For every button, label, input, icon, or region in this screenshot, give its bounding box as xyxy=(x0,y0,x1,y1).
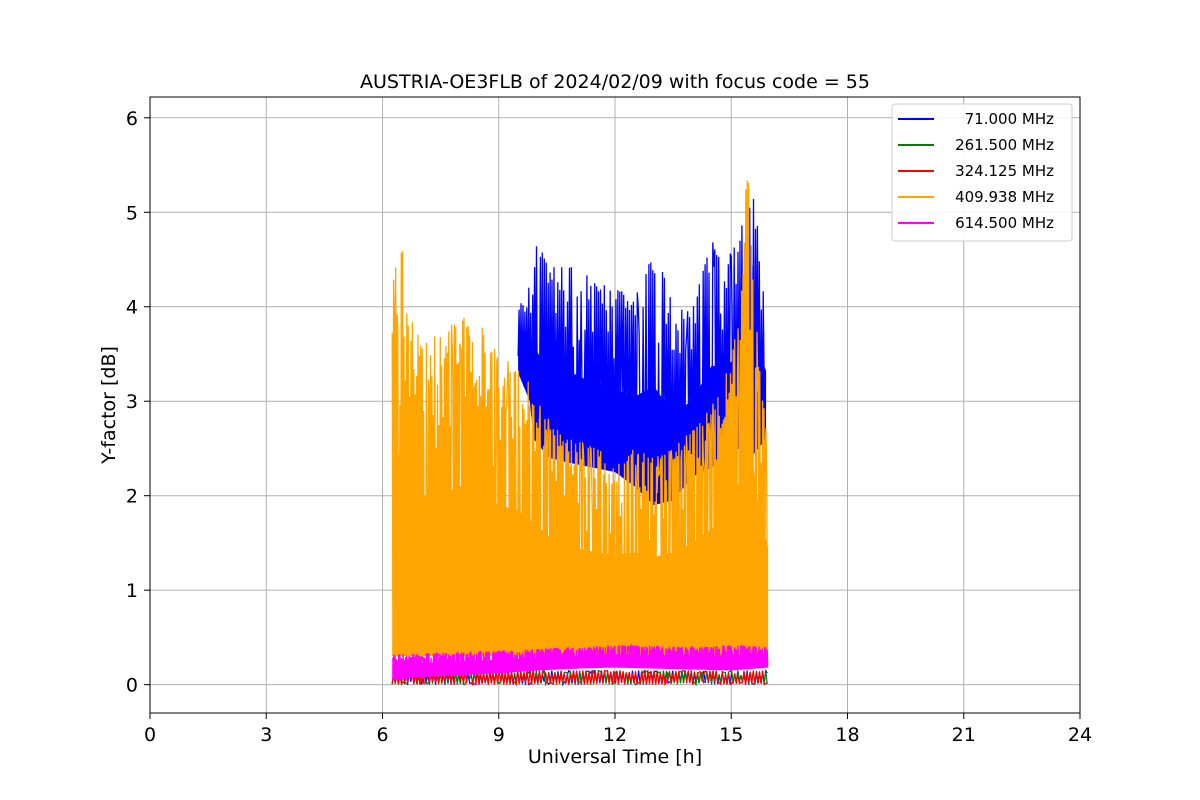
x-tick-label: 12 xyxy=(603,724,627,746)
x-tick-label: 15 xyxy=(719,724,743,746)
y-tick-label: 5 xyxy=(126,202,138,224)
y-tick-label: 4 xyxy=(126,297,138,319)
y-tick-label: 1 xyxy=(126,580,138,602)
y-tick-label: 3 xyxy=(126,391,138,413)
legend-entry: 614.500 MHz xyxy=(898,214,1054,232)
legend-entry: 409.938 MHz xyxy=(898,188,1054,206)
series-baseline-2 xyxy=(391,669,768,687)
series-line xyxy=(391,643,769,679)
y-tick-label: 6 xyxy=(126,108,138,130)
series-line xyxy=(391,180,769,657)
y-tick-layer: 0 1 2 3 4 5 6 xyxy=(126,108,150,697)
x-tick-label: 24 xyxy=(1068,724,1092,746)
y-tick-label: 0 xyxy=(126,675,138,697)
legend-label: 324.125 MHz xyxy=(955,162,1054,180)
series-baseline-line xyxy=(391,669,768,687)
series-line xyxy=(517,198,766,504)
x-tick-label: 6 xyxy=(376,724,388,746)
y-axis-label: Y-factor [dB] xyxy=(98,346,120,465)
legend: 71.000 MHz 261.500 MHz 324.125 MHz 409.938 … xyxy=(891,103,1073,242)
legend-label: 409.938 MHz xyxy=(955,188,1054,206)
legend-label: 71.000 MHz xyxy=(965,110,1054,128)
legend-label: 261.500 MHz xyxy=(955,136,1054,154)
x-tick-label: 18 xyxy=(835,724,859,746)
legend-entry: 261.500 MHz xyxy=(898,136,1054,154)
x-axis-label: Universal Time [h] xyxy=(528,746,702,768)
series-4 xyxy=(391,643,769,680)
legend-entries: 71.000 MHz 261.500 MHz 324.125 MHz 409.938 … xyxy=(898,110,1054,232)
series-3 xyxy=(391,180,769,657)
x-tick-label: 9 xyxy=(493,724,505,746)
legend-box xyxy=(891,103,1073,242)
x-tick-label: 0 xyxy=(144,724,156,746)
y-tick-label: 2 xyxy=(126,486,138,508)
legend-entry: 324.125 MHz xyxy=(898,162,1054,180)
legend-label: 614.500 MHz xyxy=(955,214,1054,232)
series-layer xyxy=(391,180,769,687)
legend-entry: 71.000 MHz xyxy=(898,110,1054,128)
chart-title: AUSTRIA-OE3FLB of 2024/02/09 with focus … xyxy=(360,71,870,93)
x-tick-layer: 0 3 6 9 12 15 18 21 24 xyxy=(144,713,1092,746)
x-tick-label: 21 xyxy=(952,724,976,746)
x-tick-label: 3 xyxy=(260,724,272,746)
